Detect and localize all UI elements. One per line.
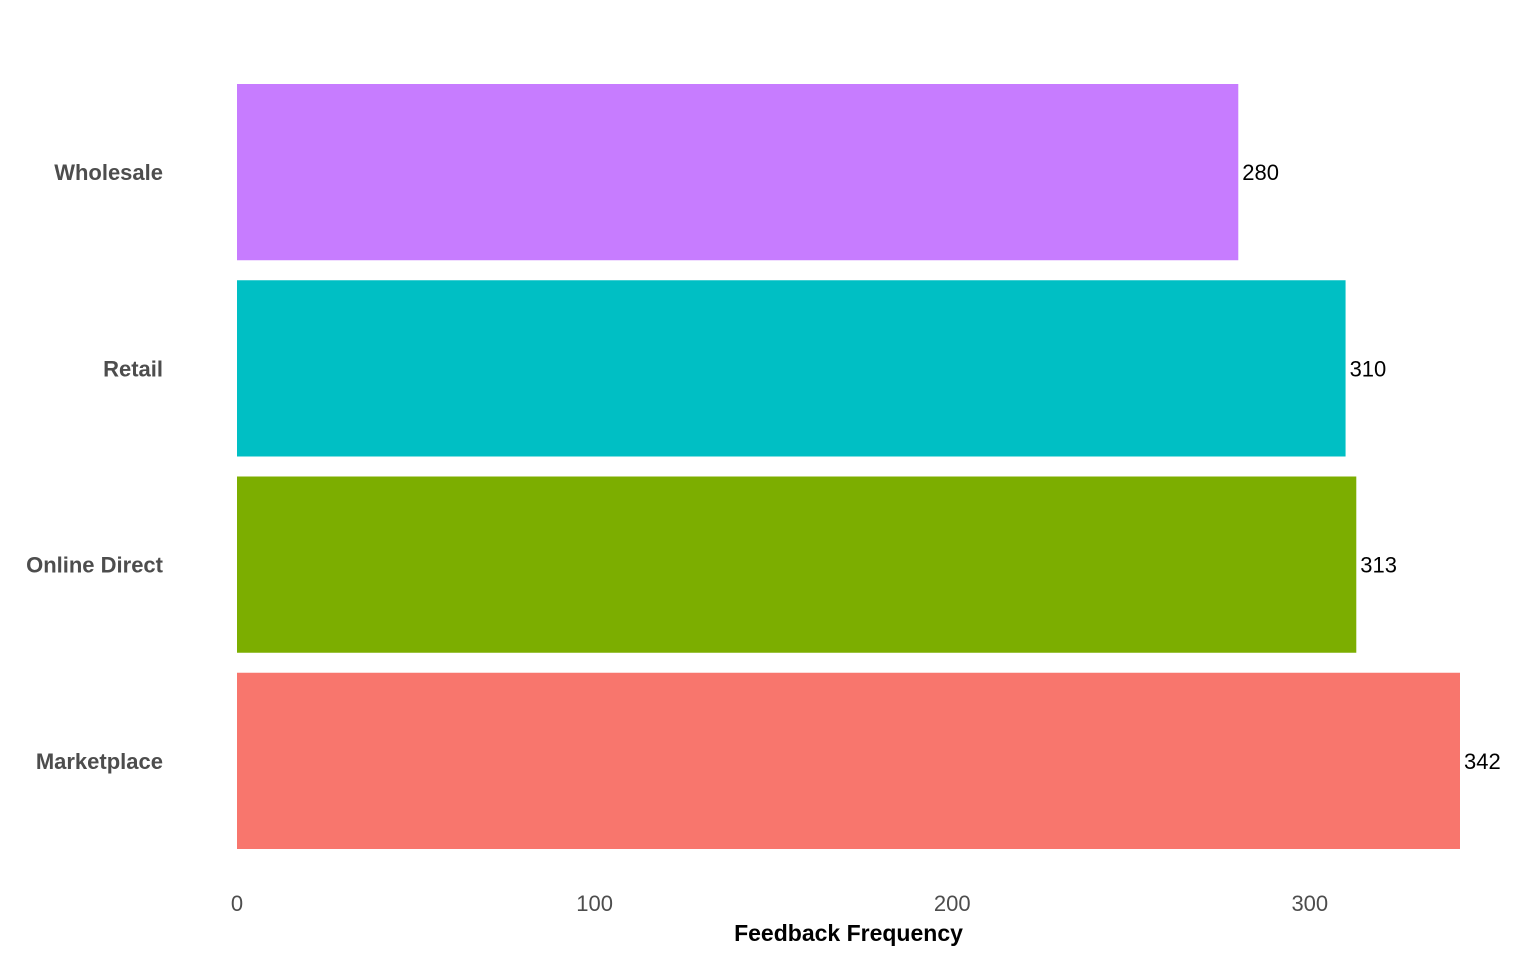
value-label-retail: 310 <box>1350 356 1387 381</box>
bar-wholesale <box>237 84 1239 261</box>
bar-retail <box>237 280 1346 457</box>
bars-group <box>237 84 1460 849</box>
x-axis-ticks: 0 100 200 300 <box>231 891 1328 916</box>
category-label-retail: Retail <box>103 356 163 381</box>
bar-online-direct <box>237 476 1357 653</box>
category-label-wholesale: Wholesale <box>54 160 163 185</box>
x-tick-label-200: 200 <box>934 891 971 916</box>
x-axis-title: Feedback Frequency <box>734 920 963 946</box>
category-labels: Marketplace Online Direct Retail Wholesale <box>26 160 164 774</box>
value-labels: 342 313 310 280 <box>1242 160 1500 774</box>
bar-marketplace <box>237 672 1460 849</box>
x-tick-label-0: 0 <box>231 891 243 916</box>
category-label-online-direct: Online Direct <box>26 553 164 578</box>
x-tick-label-100: 100 <box>576 891 613 916</box>
x-tick-label-300: 300 <box>1291 891 1328 916</box>
value-label-wholesale: 280 <box>1242 160 1279 185</box>
category-label-marketplace: Marketplace <box>36 749 163 774</box>
value-label-online-direct: 313 <box>1360 553 1397 578</box>
value-label-marketplace: 342 <box>1464 749 1501 774</box>
